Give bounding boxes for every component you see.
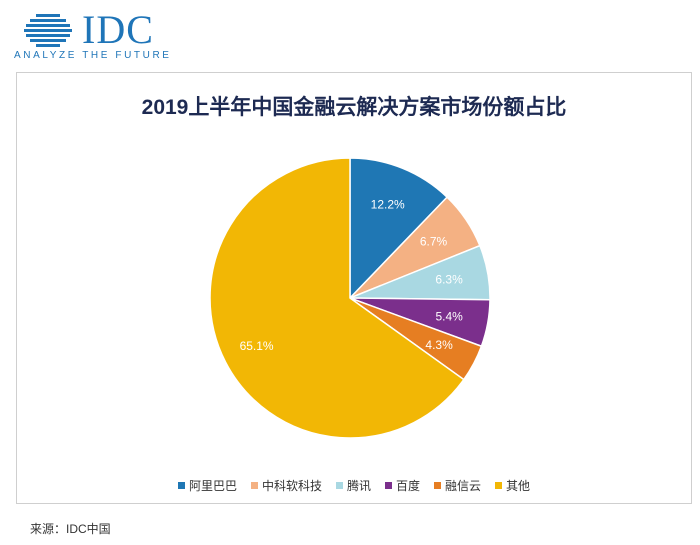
legend-swatch [250, 482, 258, 489]
legend-label: 中科软科技 [261, 479, 322, 493]
slice-label-5: 65.1% [240, 339, 274, 353]
legend-swatch [385, 482, 392, 489]
chart-panel: 2019上半年中国金融云解决方案市场份额占比 12.2% 6.7% 6.3% 5.4%… [16, 72, 692, 504]
chart-title: 2019上半年中国金融云解决方案市场份额占比 [141, 96, 567, 119]
legend-swatch [335, 482, 343, 489]
legend-item-2: 腾讯 [335, 477, 371, 494]
idc-logo: IDC ANALYZE THE FUTURE [10, 6, 190, 66]
source-note: 来源：IDC中国 [30, 522, 111, 536]
logo-wordmark: IDC [82, 7, 154, 52]
legend-swatch [434, 482, 442, 489]
legend-label: 百度 [396, 479, 421, 493]
legend: 阿里巴巴 中科软科技 腾讯 百度 融信云 其他 [17, 477, 691, 494]
globe-icon [24, 14, 72, 47]
slice-label-1: 6.7% [420, 235, 448, 249]
legend-swatch [495, 482, 503, 489]
slice-label-2: 6.3% [435, 272, 463, 286]
legend-label: 其他 [506, 479, 531, 493]
slice-label-3: 5.4% [435, 309, 463, 323]
legend-item-3: 百度 [385, 477, 420, 494]
legend-item-1: 中科软科技 [250, 477, 322, 494]
pie-slice-5 [209, 157, 465, 439]
slice-label-0: 12.2% [371, 198, 405, 212]
legend-item-5: 其他 [495, 477, 530, 494]
slice-label-4: 4.3% [425, 338, 453, 352]
legend-label: 阿里巴巴 [188, 479, 237, 493]
legend-label: 腾讯 [346, 479, 371, 493]
legend-label: 融信云 [445, 479, 482, 493]
legend-item-4: 融信云 [434, 477, 481, 494]
pie-chart: 12.2% 6.7% 6.3% 5.4% 4.3% 65.1% [209, 157, 491, 439]
legend-swatch [177, 482, 185, 489]
pie-slice-0 [349, 157, 449, 300]
legend-item-0: 阿里巴巴 [177, 477, 237, 494]
logo-tagline: ANALYZE THE FUTURE [14, 50, 172, 61]
